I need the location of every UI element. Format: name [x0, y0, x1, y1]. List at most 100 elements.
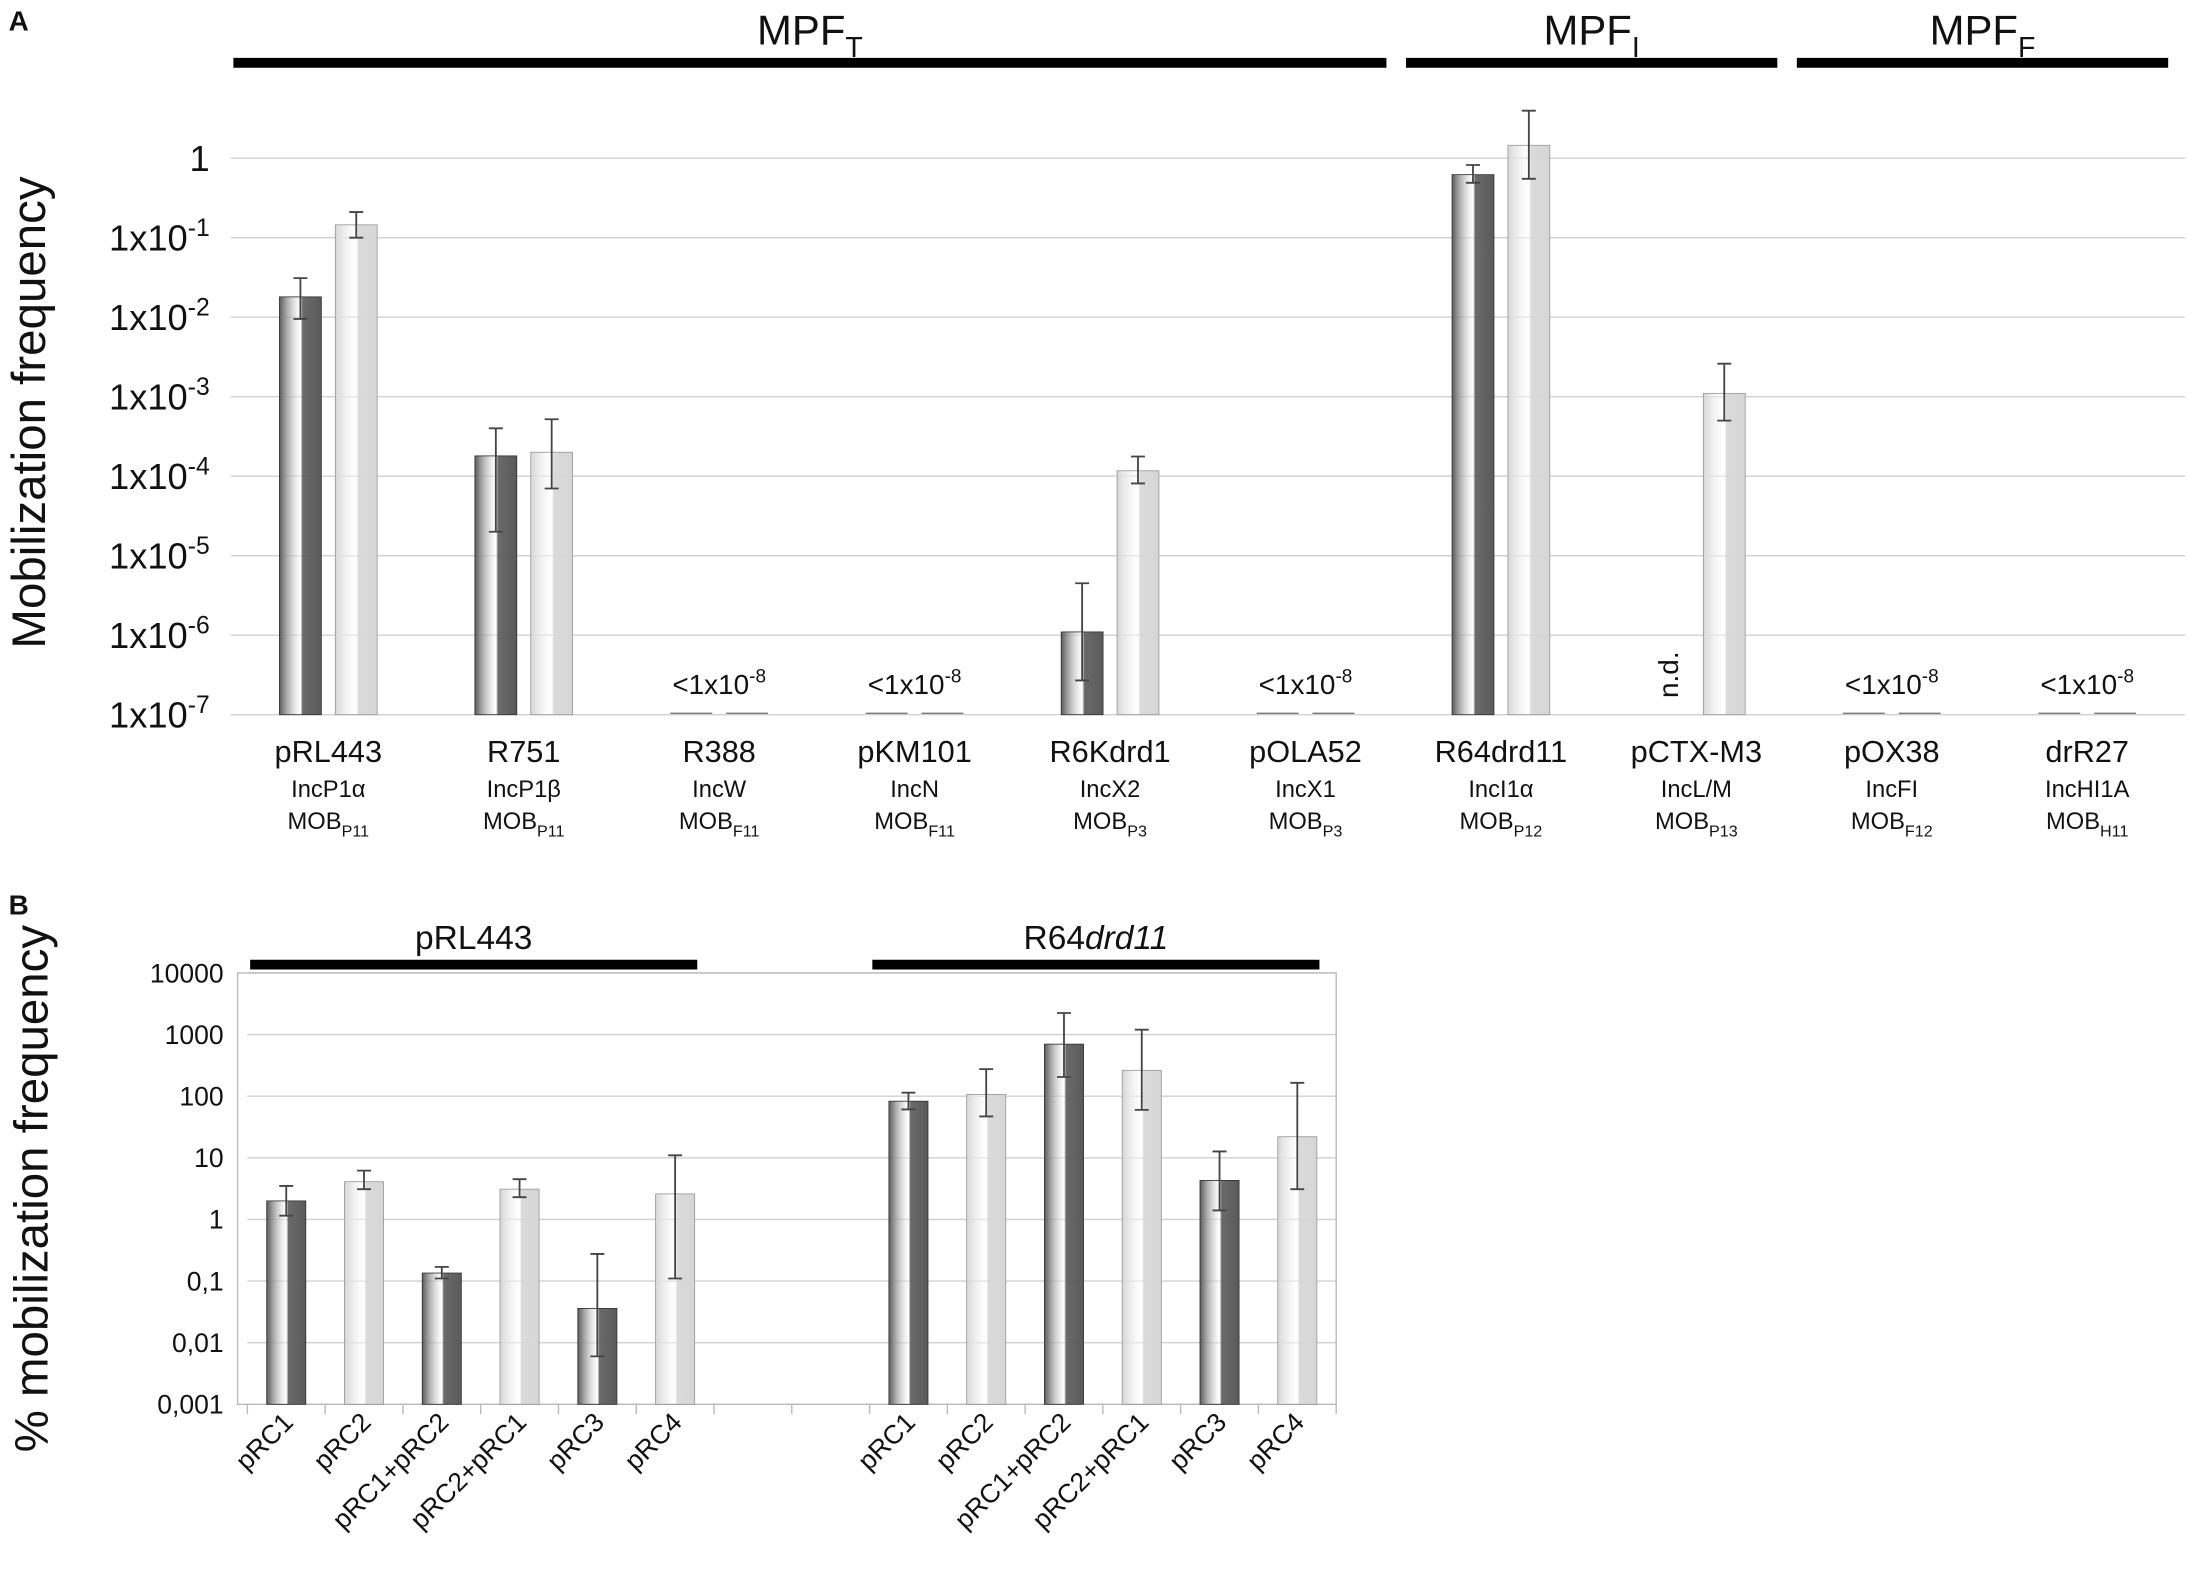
error-bar — [1466, 164, 1480, 184]
y-tick-label: 1x10-7 — [109, 692, 210, 736]
y-axis-label: Mobilization frequency — [3, 176, 56, 648]
error-bar — [488, 427, 503, 533]
bar — [499, 1188, 540, 1405]
error-bar — [1130, 455, 1145, 485]
inc-group-label: IncX2 — [1080, 777, 1141, 803]
group-label-sub: F — [2018, 32, 2035, 64]
mob-label-sub: F11 — [928, 822, 955, 840]
y-tick-label-main: 1x10 — [109, 694, 188, 735]
y-tick-label-main: 0,1 — [187, 1266, 224, 1296]
plot-border — [236, 972, 1337, 1406]
error-bar — [357, 1169, 372, 1191]
y-tick-label-sup: -3 — [188, 374, 210, 401]
y-tick-label: 1x10-5 — [109, 533, 210, 577]
y-tick-label: 1x10-1 — [109, 215, 210, 259]
mob-label-main: MOB — [679, 809, 733, 835]
mob-label-sub: P11 — [537, 822, 565, 840]
floor-label-main: <1x10 — [868, 669, 945, 700]
y-tick-label-main: 1x10 — [109, 217, 188, 258]
y-tick-label: 1x10-6 — [109, 612, 210, 656]
x-tick-label: drR27 — [2045, 734, 2129, 769]
y-tick-label-sup: -4 — [188, 453, 210, 480]
floor-label-sup: -8 — [2117, 667, 2134, 688]
group-label-main: MPF — [1930, 7, 2018, 54]
y-tick-label-main: 1x10 — [109, 535, 188, 576]
group-label-main: pRL443 — [415, 920, 532, 957]
y-tick-label: 0,1 — [187, 1266, 224, 1296]
floor-label-sup: -8 — [749, 667, 766, 688]
x-tick-label: R751 — [487, 734, 560, 769]
error-bar — [668, 1154, 683, 1280]
inc-group-label: IncHI1A — [2045, 777, 2130, 803]
group-label: MPFT — [757, 7, 863, 65]
error-bar — [1717, 362, 1732, 422]
group-label-sub: T — [845, 32, 862, 64]
mob-label-sub: P11 — [342, 822, 370, 840]
mob-label-sub: F12 — [1905, 822, 1933, 840]
floor-label: <1x10-8 — [1259, 667, 1353, 700]
floor-label: <1x10-8 — [2040, 667, 2134, 700]
error-bar — [979, 1068, 994, 1118]
error-bar — [279, 1185, 294, 1217]
floor-label-main: <1x10 — [1845, 669, 1922, 700]
bar — [1044, 1043, 1084, 1405]
mob-label-main: MOB — [2046, 809, 2100, 835]
bar — [266, 1200, 307, 1405]
bar — [530, 451, 574, 716]
error-bar — [1212, 1150, 1227, 1212]
value-label: n.d. — [1653, 651, 1684, 698]
x-tick-label: pKM101 — [857, 734, 971, 769]
mob-label-main: MOB — [1269, 809, 1323, 835]
x-tick-label: pRC1 — [230, 1407, 299, 1476]
mob-label: MOBH11 — [2046, 809, 2128, 840]
bar — [1451, 174, 1495, 716]
x-tick-label: R6Kdrd1 — [1049, 734, 1170, 769]
group-label: MPFF — [1930, 7, 2036, 65]
group-label: pRL443 — [415, 920, 532, 957]
error-bar — [1075, 582, 1090, 682]
group-label-sub: I — [1632, 32, 1640, 64]
error-bar — [590, 1253, 605, 1358]
mob-label-main: MOB — [1073, 809, 1127, 835]
floor-label-sup: -8 — [1922, 667, 1939, 688]
mob-label: MOBF11 — [874, 809, 955, 840]
mob-label: MOBF11 — [679, 809, 760, 840]
inc-group-label: IncP1β — [487, 777, 561, 803]
y-tick-label-main: 0,01 — [172, 1328, 224, 1358]
panel-label: B — [9, 889, 29, 920]
x-tick-label: pRC3 — [1163, 1407, 1232, 1476]
y-tick-label-sup: -7 — [188, 692, 210, 719]
mob-label: MOBP3 — [1269, 809, 1343, 840]
x-tick-label: pRC4 — [1241, 1407, 1310, 1476]
floor-label: <1x10-8 — [1845, 667, 1939, 700]
error-bar — [349, 211, 364, 239]
y-tick-label: 1x10-2 — [109, 294, 210, 338]
y-tick-label-main: 1x10 — [109, 615, 188, 656]
mob-label-sub: H11 — [2100, 822, 2128, 840]
error-bar — [512, 1178, 527, 1199]
y-tick-label-main: 1x10 — [109, 297, 188, 338]
bar — [421, 1272, 462, 1405]
error-bar — [1290, 1081, 1305, 1191]
y-tick-label: 0,001 — [157, 1390, 223, 1420]
mob-label-sub: P13 — [1709, 822, 1738, 840]
panel-label: A — [9, 6, 29, 37]
mob-label-sub: P12 — [1514, 822, 1543, 840]
y-tick-label: 10 — [194, 1143, 224, 1173]
floor-label-main: <1x10 — [2040, 669, 2117, 700]
x-tick-label: pRC2 — [930, 1407, 999, 1476]
y-tick-label: 10000 — [150, 958, 224, 988]
mob-label: MOBP3 — [1073, 809, 1147, 840]
group-label-main: R64 — [1024, 920, 1085, 957]
group-label-italic: drd11 — [1085, 920, 1168, 957]
y-tick-label-sup: -2 — [188, 294, 210, 321]
bar — [1116, 470, 1160, 716]
floor-label-main: <1x10 — [672, 669, 749, 700]
bar — [1121, 1069, 1162, 1405]
bar — [1702, 392, 1746, 716]
mob-label-sub: P3 — [1127, 822, 1147, 840]
inc-group-label: IncX1 — [1275, 777, 1336, 803]
x-tick-label: pRC4 — [619, 1407, 688, 1476]
mob-label-sub: P3 — [1323, 822, 1343, 840]
inc-group-label: IncI1α — [1468, 777, 1533, 803]
